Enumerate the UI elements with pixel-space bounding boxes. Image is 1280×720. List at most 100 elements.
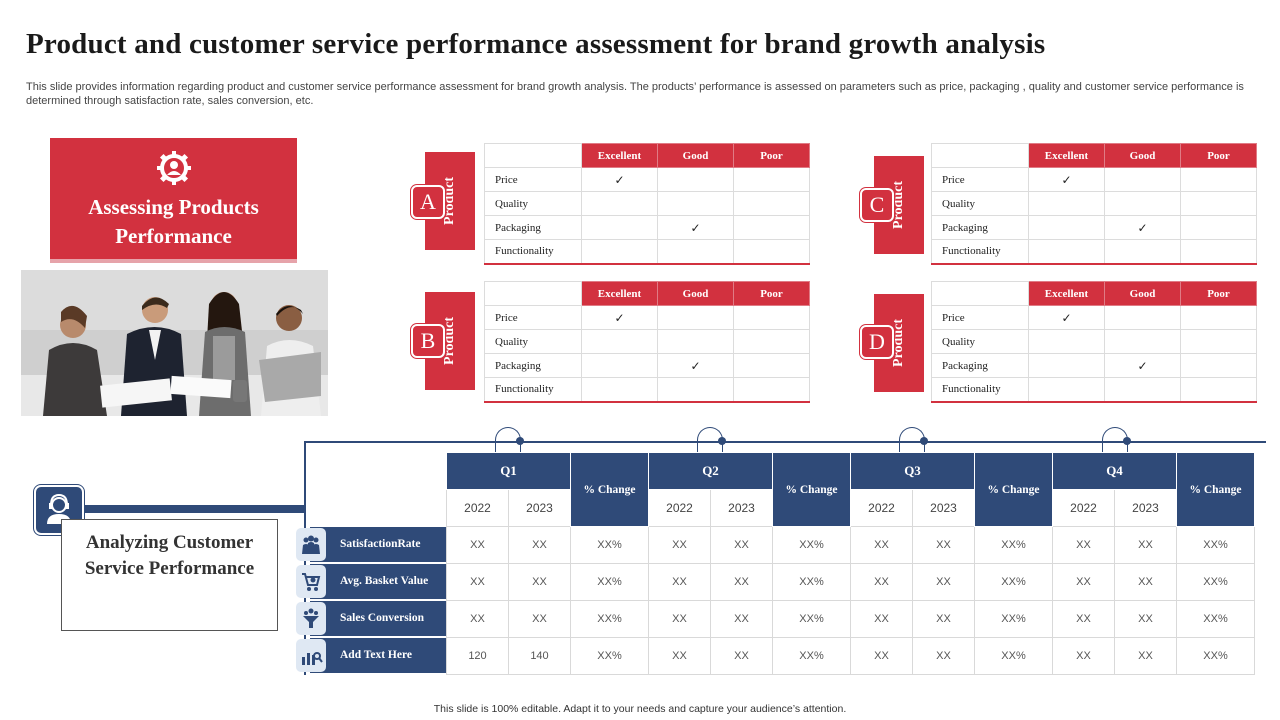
table-row: Price ✓ bbox=[931, 305, 1257, 330]
change-header: % Change bbox=[772, 452, 851, 527]
metric-value-cell: XX bbox=[1052, 526, 1115, 564]
year-header: 2022 bbox=[850, 489, 913, 527]
metric-value-cell: XX bbox=[710, 600, 773, 638]
badge-a: A bbox=[411, 185, 445, 219]
row-label: Packaging bbox=[931, 353, 1029, 378]
table-row: 120 140 XX% XX XX XX% XX XX XX% XX XX XX% bbox=[446, 637, 1255, 675]
rating-cell bbox=[733, 215, 810, 240]
rating-cell bbox=[1028, 215, 1105, 240]
header-blank bbox=[931, 281, 1029, 306]
rating-cell bbox=[1104, 239, 1181, 265]
rating-cell bbox=[733, 353, 810, 378]
check-mark-icon: ✓ bbox=[1104, 353, 1181, 378]
page-title: Product and customer service performance… bbox=[26, 28, 1046, 60]
badge-b: B bbox=[411, 324, 445, 358]
rating-header: Excellent bbox=[581, 281, 658, 306]
rating-cell bbox=[733, 377, 810, 403]
metric-value-cell: XX bbox=[912, 563, 975, 601]
rating-header: Poor bbox=[733, 143, 810, 168]
rating-cell bbox=[1104, 191, 1181, 216]
rating-cell bbox=[581, 353, 658, 378]
rating-header: Good bbox=[657, 143, 734, 168]
metric-value-cell: XX bbox=[508, 600, 571, 638]
analyzing-service-box: Analyzing Customer Service Performance bbox=[61, 519, 278, 631]
rating-cell bbox=[1180, 167, 1257, 192]
rating-cell bbox=[733, 191, 810, 216]
rating-cell bbox=[581, 215, 658, 240]
rating-cell bbox=[1180, 215, 1257, 240]
rating-cell bbox=[1028, 239, 1105, 265]
service-performance-table: Q1 % Change Q2 % Change Q3 % Change Q4 %… bbox=[446, 452, 1255, 675]
people-group-icon bbox=[296, 528, 326, 561]
table-row: Functionality bbox=[931, 239, 1257, 265]
rating-cell bbox=[1104, 305, 1181, 330]
metric-value-cell: XX bbox=[648, 526, 711, 564]
check-mark-icon: ✓ bbox=[1028, 305, 1105, 330]
rating-cell bbox=[1180, 353, 1257, 378]
gear-person-icon bbox=[157, 151, 191, 185]
row-label: Packaging bbox=[484, 215, 582, 240]
row-label: Functionality bbox=[931, 239, 1029, 265]
metric-value-cell: XX bbox=[850, 637, 913, 675]
row-label: Functionality bbox=[484, 377, 582, 403]
quarter-header: Q1 bbox=[446, 452, 571, 490]
metric-value-cell: XX% bbox=[1176, 563, 1255, 601]
rating-cell bbox=[581, 191, 658, 216]
hook-dot bbox=[516, 437, 524, 445]
metric-value-cell: XX bbox=[912, 600, 975, 638]
rating-cell bbox=[1028, 329, 1105, 354]
metric-value-cell: XX% bbox=[772, 526, 851, 564]
row-label: Quality bbox=[484, 329, 582, 354]
product-table-d: Excellent Good Poor Price ✓ Quality Packaging ✓… bbox=[931, 281, 1257, 403]
row-label: Packaging bbox=[931, 215, 1029, 240]
product-table-a: Excellent Good Poor Price ✓ Quality Packaging ✓… bbox=[484, 143, 810, 265]
rating-header: Good bbox=[1104, 281, 1181, 306]
metric-value-cell: XX% bbox=[974, 526, 1053, 564]
metric-label: SatisfactionRate bbox=[310, 527, 446, 562]
quarter-header: Q4 bbox=[1052, 452, 1177, 490]
rating-cell bbox=[733, 239, 810, 265]
bar-chart-icon bbox=[296, 639, 326, 672]
metric-value-cell: XX bbox=[1052, 637, 1115, 675]
metric-value-cell: XX% bbox=[974, 563, 1053, 601]
rating-cell bbox=[581, 377, 658, 403]
year-header: 2023 bbox=[1114, 489, 1177, 527]
metric-value-cell: XX bbox=[912, 526, 975, 564]
metric-value-cell: XX bbox=[446, 563, 509, 601]
rating-cell bbox=[733, 329, 810, 354]
team-meeting-photo bbox=[21, 270, 328, 416]
table-row: Quality bbox=[931, 191, 1257, 216]
metric-value-cell: XX bbox=[446, 526, 509, 564]
connector-bar bbox=[84, 505, 304, 513]
year-header: 2022 bbox=[446, 489, 509, 527]
quarter-header: Q3 bbox=[850, 452, 975, 490]
rating-header: Poor bbox=[1180, 143, 1257, 168]
rating-cell bbox=[657, 167, 734, 192]
table-row: XX XX XX% XX XX XX% XX XX XX% XX XX XX% bbox=[446, 563, 1255, 601]
row-label: Price bbox=[931, 167, 1029, 192]
rating-header: Good bbox=[657, 281, 734, 306]
year-header: 2022 bbox=[1052, 489, 1115, 527]
frame-top-line bbox=[304, 441, 1266, 443]
row-label: Quality bbox=[931, 191, 1029, 216]
hook-dot bbox=[718, 437, 726, 445]
check-mark-icon: ✓ bbox=[657, 215, 734, 240]
hook-dot bbox=[1123, 437, 1131, 445]
year-header: 2023 bbox=[912, 489, 975, 527]
table-row: Functionality bbox=[931, 377, 1257, 403]
rating-cell bbox=[1180, 239, 1257, 265]
rating-cell bbox=[733, 305, 810, 330]
quarter-header: Q2 bbox=[648, 452, 773, 490]
metric-value-cell: XX% bbox=[974, 600, 1053, 638]
row-label: Price bbox=[484, 305, 582, 330]
rating-cell bbox=[1104, 377, 1181, 403]
table-row: Functionality bbox=[484, 239, 810, 265]
table-row: Packaging ✓ bbox=[931, 353, 1257, 378]
year-header: 2023 bbox=[710, 489, 773, 527]
metric-value-cell: XX bbox=[912, 637, 975, 675]
metric-label: Add Text Here bbox=[310, 638, 446, 673]
table-row: Price ✓ bbox=[484, 167, 810, 192]
rating-cell bbox=[1180, 191, 1257, 216]
rating-header: Excellent bbox=[1028, 143, 1105, 168]
metric-value-cell: XX bbox=[710, 526, 773, 564]
